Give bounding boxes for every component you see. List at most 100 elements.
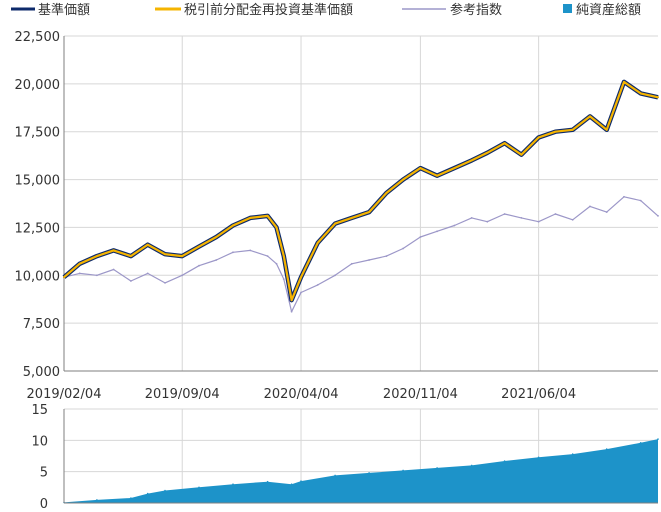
data-point-net-assets [402,469,404,472]
data-point-reinvested [266,215,269,217]
data-point-reinvested [78,262,81,265]
data-point-reinvested [112,249,115,252]
data-point-reinvested [334,222,336,225]
data-point-index [215,259,218,261]
data-point-net-assets [198,486,200,489]
data-point-index [571,218,574,221]
data-point-reinvested [436,174,438,177]
data-point-index [623,195,625,198]
data-point-reinvested [300,276,302,279]
data-point-net-assets [164,489,166,492]
data-point-net-assets [96,499,98,501]
data-point-index [537,220,540,223]
data-point-net-assets [657,438,659,440]
legend-label-nav: 基準価額 [38,2,90,18]
data-point-index [385,255,388,257]
data-point-reinvested [275,226,278,229]
data-point-index [198,264,200,267]
data-point-net-assets [436,467,438,469]
y-tick-label: 20,000 [15,78,61,93]
data-point-reinvested [657,96,659,99]
data-point-index [605,211,608,214]
data-point-reinvested [402,178,404,181]
legend-swatch-net-assets [563,4,572,13]
data-point-index [232,251,234,254]
data-point-index [350,262,353,265]
data-point-reinvested [571,128,574,131]
data-point-index [589,205,591,208]
data-point-index [249,249,252,252]
data-point-index [282,278,285,280]
data-point-net-assets [290,483,293,486]
y-tick-label: 12,500 [15,221,61,236]
data-point-reinvested [520,153,523,156]
data-point-index [419,236,422,238]
data-point-reinvested [419,167,422,170]
data-point-net-assets [232,483,234,486]
data-point-reinvested [368,211,370,214]
data-point-reinvested [198,245,200,248]
data-point-reinvested [130,255,132,257]
y-tick-label: 0 [40,497,48,508]
legend-label-net-assets: 純資産総額 [576,2,641,18]
y-tick-label: 7,500 [23,317,60,332]
data-point-reinvested [623,81,625,83]
data-point-reinvested [589,115,591,118]
data-point-reinvested [181,255,184,257]
data-point-index [436,230,438,233]
data-point-index [554,213,557,215]
legend: 基準価額 税引前分配金再投資基準価額 参考指数 純資産総額 [11,2,641,18]
data-point-net-assets [368,472,370,474]
legend-item-index: 参考指数 [402,2,502,18]
data-point-reinvested [639,92,642,95]
series-area-net-assets [64,439,658,503]
data-point-reinvested [282,255,285,257]
data-point-reinvested [350,217,353,219]
data-point-reinvested [164,253,166,256]
data-point-reinvested [537,136,540,139]
data-point-net-assets [266,480,269,483]
x-tick-label: 2020/04/04 [264,387,339,402]
data-point-reinvested [146,243,149,246]
data-point-reinvested [232,224,234,227]
legend-item-reinvested: 税引前分配金再投資基準価額 [155,2,353,18]
net-assets-panel: 0 5 10 15 [31,403,659,512]
y-tick-label: 17,500 [15,126,61,141]
legend-item-net-assets: 純資産総額 [563,2,641,18]
data-point-net-assets [146,492,149,495]
data-point-index [290,310,293,313]
data-point-reinvested [486,151,489,154]
data-point-reinvested [215,236,218,238]
x-tick-label: 2019/02/04 [27,387,102,402]
data-point-reinvested [453,167,456,170]
data-point-net-assets [605,448,608,450]
legend-label-index: 参考指数 [450,2,502,18]
data-point-index [486,220,489,223]
data-point-net-assets [334,474,336,477]
data-point-index [275,262,278,265]
data-point-index [639,199,642,202]
data-point-index [470,217,473,219]
data-point-reinvested [63,276,65,279]
series-line-reinvested [63,80,659,302]
data-point-index [520,217,523,219]
data-point-reinvested [605,128,608,131]
x-tick-label: 2021/06/04 [501,387,576,402]
y-tick-label: 10 [31,434,48,449]
data-point-index [266,255,269,257]
data-point-index [402,247,404,250]
data-point-index [453,224,456,227]
data-point-index [368,259,370,261]
data-point-reinvested [470,159,473,162]
data-point-reinvested [249,217,252,219]
series-line-index [63,196,659,313]
y-tick-label: 5 [40,466,48,481]
data-point-index [181,274,184,277]
data-point-index [316,284,319,286]
data-point-net-assets [571,453,574,455]
data-point-reinvested [503,142,506,145]
data-point-reinvested [96,255,98,257]
y-tick-label: 15,000 [15,174,61,189]
y-tick-label: 5,000 [23,365,60,380]
